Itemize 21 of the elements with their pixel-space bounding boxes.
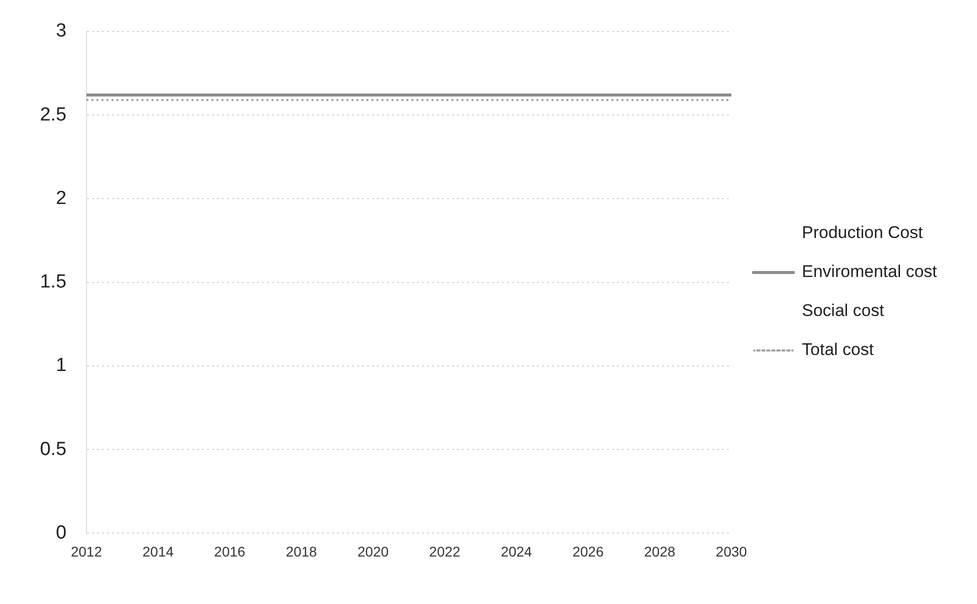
x-tick-label: 2020 xyxy=(357,543,389,560)
legend-label: Total cost xyxy=(802,340,874,360)
y-tick-label: 0 xyxy=(56,522,66,544)
text: Production Cost xyxy=(802,223,924,242)
y-tick-label: 0.5 xyxy=(40,438,66,460)
y-tick-label: 2 xyxy=(56,188,66,209)
y-tick-label: 2.5 xyxy=(40,104,66,126)
x-tick-label: 2028 xyxy=(644,543,676,560)
x-tick-label: 2024 xyxy=(500,543,532,560)
y-tick-label: 3 xyxy=(56,20,66,42)
x-tick-label: 2014 xyxy=(142,543,174,560)
x-tick-label: 2018 xyxy=(286,543,318,560)
x-tick-label: 2012 xyxy=(70,543,102,560)
text: Social cost xyxy=(802,301,884,320)
x-tick-label: 2030 xyxy=(716,543,748,560)
x-tick-label: 2026 xyxy=(572,543,604,560)
y-tick-label: 1.5 xyxy=(40,272,66,293)
legend-label: Enviromental cost xyxy=(802,262,938,282)
x-tick-label: 2022 xyxy=(429,543,461,560)
y-tick-label: 1 xyxy=(56,355,66,376)
x-tick-label: 2016 xyxy=(214,543,246,560)
